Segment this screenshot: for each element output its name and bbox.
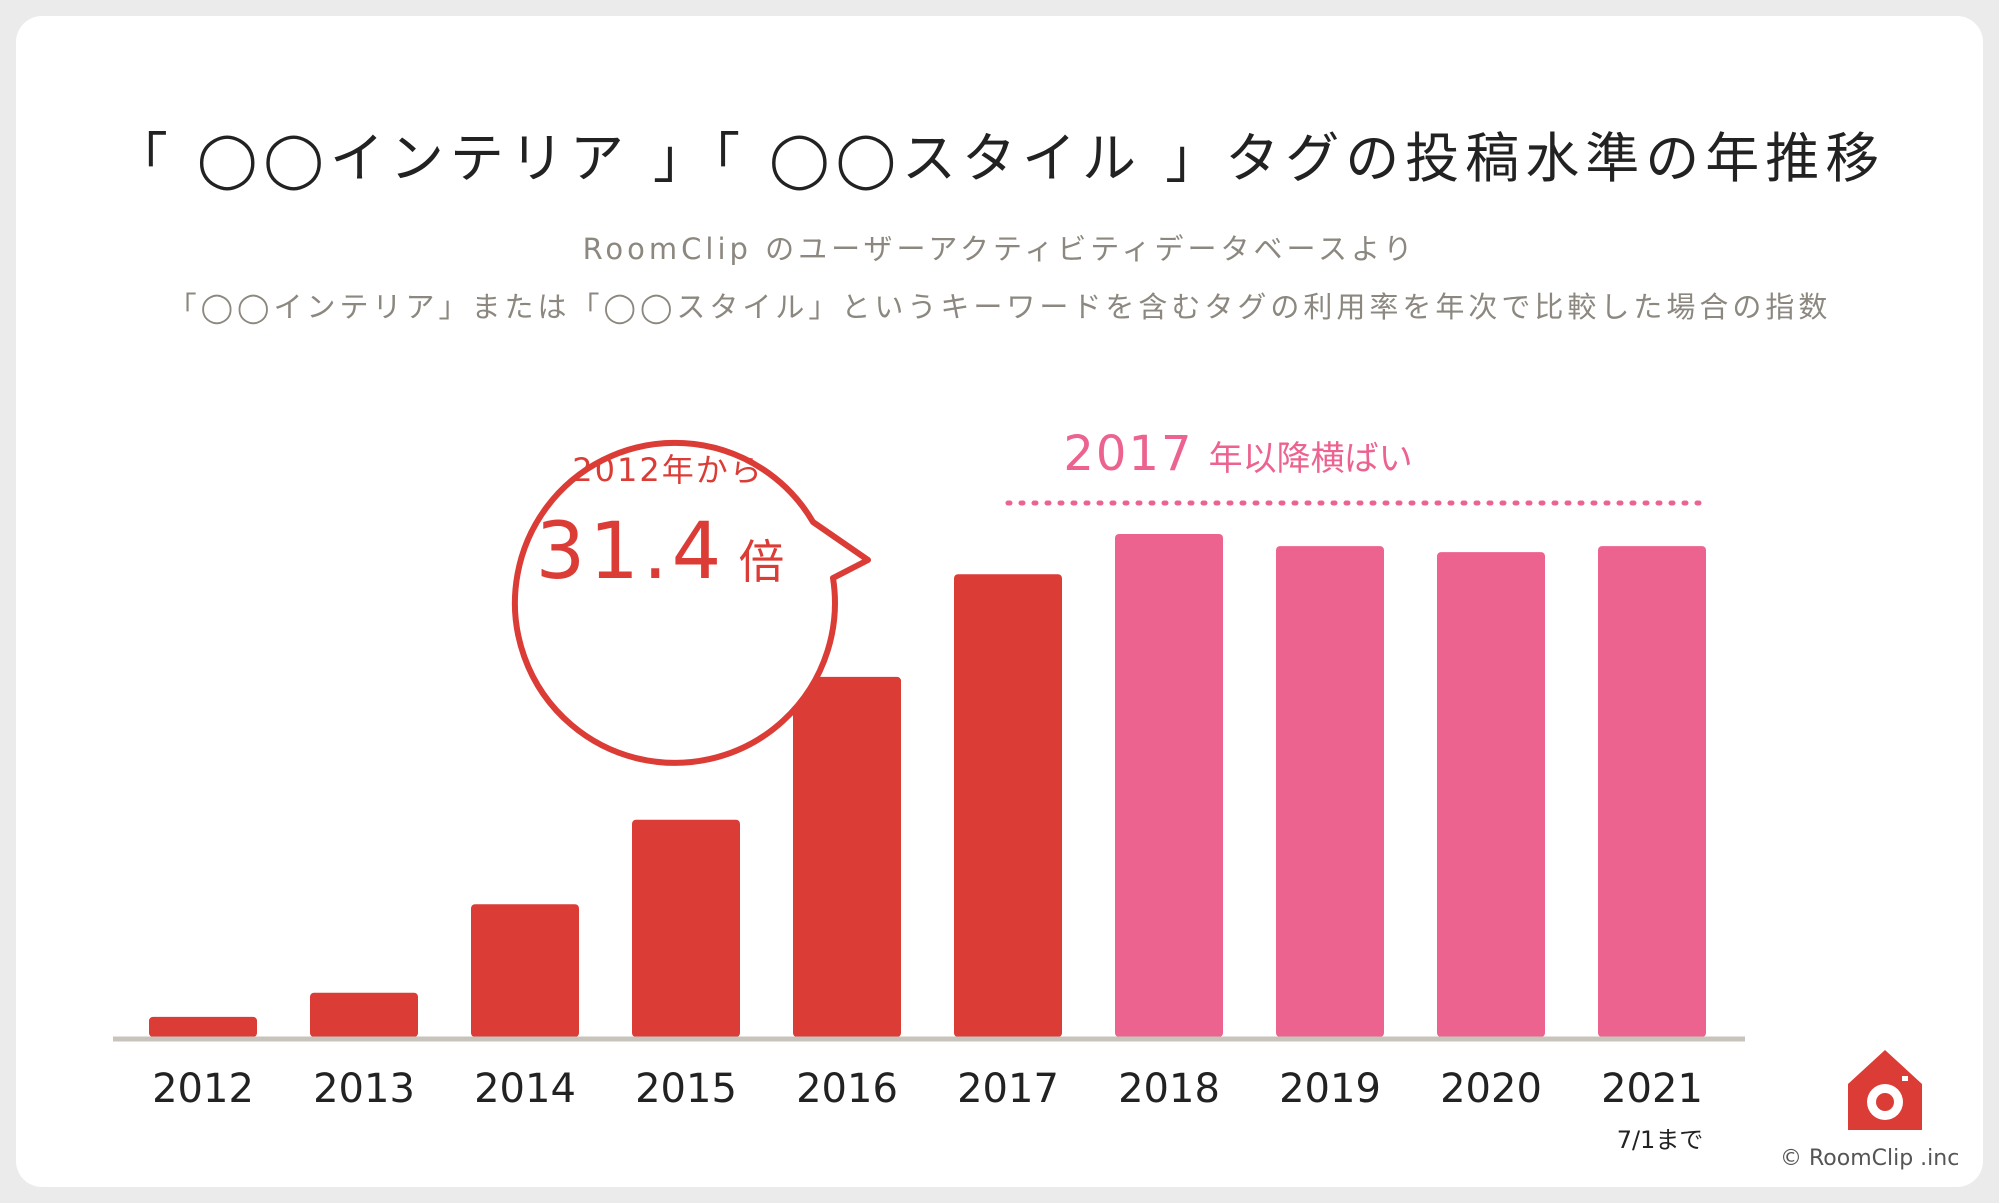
- copyright-text: © RoomClip .inc: [1780, 1146, 1960, 1171]
- x-tick-label-2014: 2014: [474, 1066, 576, 1112]
- x-tick-label-2017: 2017: [957, 1066, 1059, 1112]
- bar-2017: [954, 574, 1062, 1037]
- x-tick-note-2021: 7/1まで: [1616, 1126, 1704, 1154]
- callout-value: 31.4: [536, 507, 726, 597]
- bar-2016: [793, 676, 901, 1037]
- bar-2019: [1276, 546, 1384, 1037]
- bar-2013: [310, 992, 418, 1037]
- plateau-text: 年以降横ばい: [1209, 439, 1413, 479]
- x-tick-label-2015: 2015: [635, 1066, 737, 1112]
- growth-callout-bubble: 2012年から 31.4 倍: [511, 439, 871, 766]
- plateau-annotation: 2017 年以降横ばい: [1005, 426, 1703, 506]
- x-tick-label-2012: 2012: [152, 1066, 254, 1112]
- callout-unit: 倍: [738, 535, 784, 589]
- bar-2020: [1437, 552, 1545, 1037]
- x-tick-label-2016: 2016: [796, 1066, 898, 1112]
- plateau-label: 2017 年以降横ばい: [1063, 426, 1412, 482]
- chart-subtitle-line-1: RoomClip のユーザーアクティビティデータベースより: [582, 232, 1417, 266]
- bar-2015: [632, 819, 740, 1037]
- x-tick-label-2019: 2019: [1279, 1066, 1381, 1112]
- x-tick-label-2018: 2018: [1118, 1066, 1220, 1112]
- roomclip-house-camera-icon: [1840, 1044, 1930, 1134]
- callout-value-line: 31.4 倍: [536, 507, 785, 597]
- bar-2018: [1115, 534, 1223, 1037]
- bar-2014: [471, 904, 579, 1037]
- callout-line-1: 2012年から: [572, 451, 763, 489]
- bar-2021: [1598, 546, 1706, 1037]
- chart-subtitle-line-2: 「◯◯インテリア」または「◯◯スタイル」というキーワードを含むタグの利用率を年次…: [167, 290, 1832, 324]
- x-tick-label-2021: 2021: [1601, 1066, 1703, 1112]
- bar-2012: [149, 1016, 257, 1037]
- chart-title: 「 ◯◯インテリア 」「 ◯◯スタイル 」タグの投稿水準の年推移: [113, 127, 1886, 190]
- x-tick-label-2013: 2013: [313, 1066, 415, 1112]
- x-tick-labels: 2012 2013 2014 2015 2016 2017 2018 2019 2020 2021: [152, 1066, 1703, 1112]
- x-tick-label-2020: 2020: [1440, 1066, 1542, 1112]
- bars-group: [149, 534, 1706, 1037]
- callout-bubble-shape: [511, 439, 871, 766]
- plateau-year: 2017: [1063, 426, 1193, 482]
